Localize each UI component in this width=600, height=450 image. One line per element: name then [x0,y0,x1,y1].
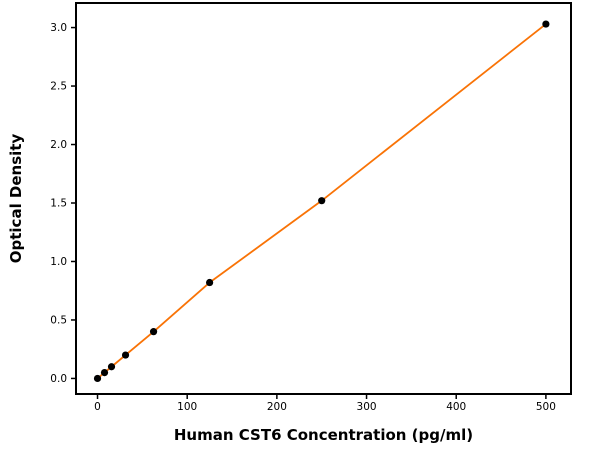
data-point [542,20,550,28]
x-tick-label: 0 [94,401,101,413]
y-tick-label: 2.0 [50,139,67,151]
y-tick-label: 0.5 [50,314,67,326]
y-tick-label: 1.0 [50,256,67,268]
data-point [93,374,102,383]
x-tick-label: 200 [267,401,287,413]
data-point [100,368,109,377]
data-point [107,363,116,371]
y-tick-label: 2.5 [50,81,67,93]
x-tick-label: 500 [536,401,556,413]
data-point [149,328,158,336]
data-point [206,278,214,287]
y-axis-title: Optical Density [7,134,25,264]
y-tick-label: 3.0 [50,22,67,34]
x-tick-label: 400 [446,401,466,413]
x-axis-title: Human CST6 Concentration (pg/ml) [174,426,473,444]
plot-area: 0 100 200 300 400 500 0.0 0.5 1.0 1.5 2.0 2.5 3.0 [50,2,572,413]
x-tick-label: 300 [357,401,377,413]
data-point [318,197,326,205]
y-tick-label: 1.5 [50,198,67,210]
y-tick-label: 0.0 [50,373,67,385]
data-point [121,351,130,359]
x-tick-label: 100 [177,401,197,413]
